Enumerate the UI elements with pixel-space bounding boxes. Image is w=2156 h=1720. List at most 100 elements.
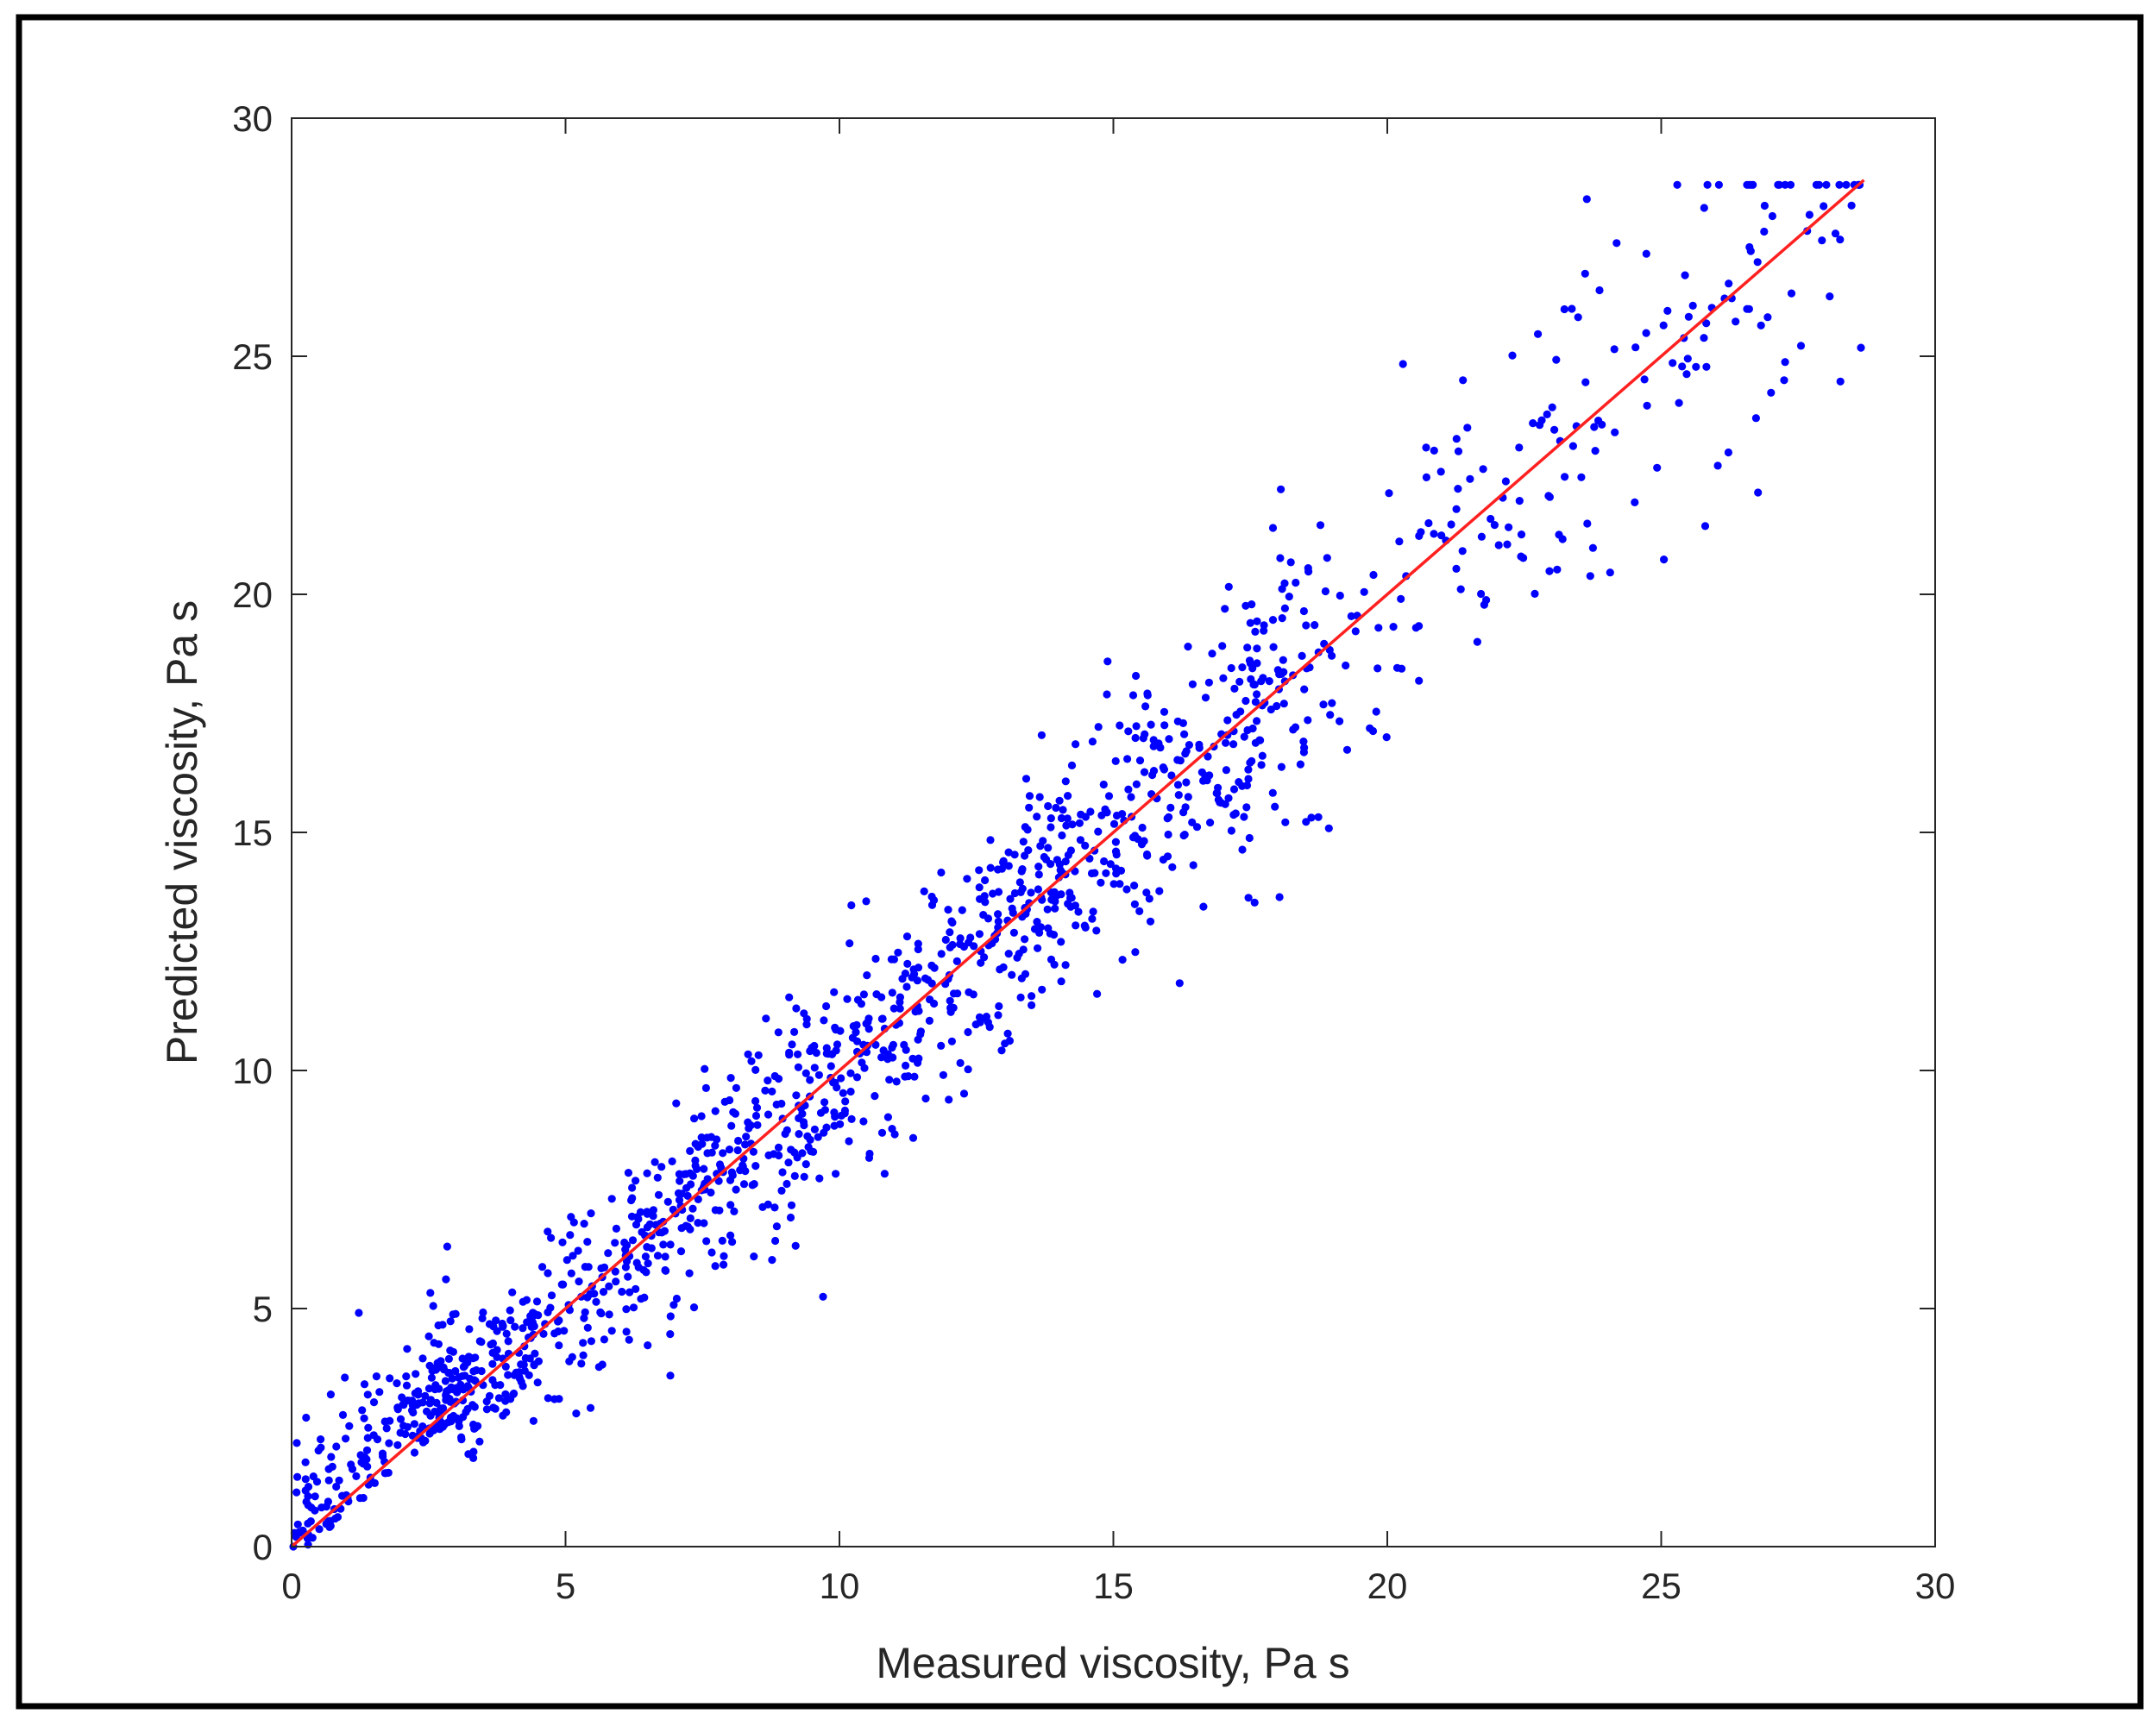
data-point bbox=[644, 1341, 652, 1350]
data-point bbox=[1236, 707, 1245, 716]
data-point bbox=[810, 1064, 819, 1072]
data-point bbox=[902, 1061, 910, 1070]
data-point bbox=[700, 1164, 708, 1173]
data-point bbox=[800, 1009, 808, 1018]
data-point bbox=[1430, 530, 1438, 538]
data-point bbox=[632, 1259, 641, 1267]
data-point bbox=[1250, 898, 1259, 907]
data-point bbox=[1643, 401, 1651, 410]
data-point bbox=[1208, 650, 1216, 658]
data-point bbox=[1092, 926, 1101, 935]
data-point bbox=[764, 1077, 772, 1085]
data-point bbox=[1280, 579, 1289, 587]
data-point bbox=[396, 1415, 405, 1423]
data-point bbox=[1534, 330, 1543, 338]
data-point bbox=[624, 1272, 632, 1281]
x-tick-label: 10 bbox=[820, 1566, 860, 1606]
data-point bbox=[1775, 180, 1783, 189]
data-point bbox=[1836, 235, 1845, 244]
data-point bbox=[1253, 659, 1261, 668]
data-point bbox=[687, 1180, 695, 1189]
data-point bbox=[1351, 627, 1360, 636]
data-point bbox=[986, 863, 995, 872]
data-point bbox=[1324, 824, 1333, 832]
data-point bbox=[649, 1212, 657, 1221]
data-point bbox=[914, 939, 922, 948]
data-point bbox=[964, 1065, 972, 1074]
data-point bbox=[393, 1379, 401, 1388]
data-point bbox=[441, 1377, 449, 1385]
data-point bbox=[1088, 738, 1097, 746]
data-point bbox=[963, 875, 971, 883]
data-point bbox=[1454, 485, 1462, 493]
x-tick-label: 5 bbox=[556, 1566, 575, 1606]
data-point bbox=[1463, 424, 1472, 432]
data-point bbox=[1168, 863, 1177, 871]
data-point bbox=[1044, 844, 1053, 852]
data-point bbox=[784, 1158, 793, 1167]
data-point bbox=[1231, 809, 1240, 818]
data-point bbox=[1135, 907, 1144, 915]
data-point bbox=[1127, 793, 1135, 801]
data-point bbox=[1240, 813, 1248, 821]
x-tick-label: 30 bbox=[1915, 1566, 1956, 1606]
data-point bbox=[358, 1406, 367, 1415]
data-point bbox=[871, 1092, 879, 1101]
data-point bbox=[1244, 775, 1253, 783]
data-point bbox=[939, 1070, 947, 1079]
data-point bbox=[1568, 442, 1577, 450]
data-point bbox=[1732, 317, 1740, 326]
data-point bbox=[643, 1243, 651, 1252]
data-point bbox=[1160, 721, 1169, 730]
data-point bbox=[1159, 763, 1167, 772]
data-point bbox=[1075, 819, 1084, 827]
data-point bbox=[1700, 204, 1708, 212]
y-tick-label: 0 bbox=[253, 1527, 273, 1567]
data-point bbox=[1424, 518, 1433, 528]
data-point bbox=[499, 1321, 507, 1330]
data-point bbox=[653, 1173, 662, 1182]
data-point bbox=[479, 1308, 487, 1317]
data-point bbox=[1035, 793, 1044, 801]
data-point bbox=[1531, 589, 1539, 599]
data-point bbox=[1138, 823, 1147, 832]
data-point bbox=[1167, 771, 1176, 780]
data-point bbox=[1058, 831, 1066, 840]
data-point bbox=[1553, 565, 1562, 574]
data-point bbox=[1296, 760, 1304, 769]
data-point bbox=[1140, 768, 1149, 776]
data-point bbox=[1080, 921, 1089, 930]
data-point bbox=[579, 1339, 588, 1347]
data-point bbox=[1397, 594, 1405, 604]
data-point bbox=[1199, 776, 1208, 785]
data-point bbox=[369, 1398, 379, 1407]
data-point bbox=[597, 1309, 606, 1318]
data-point bbox=[560, 1327, 569, 1335]
data-point bbox=[1477, 589, 1486, 599]
y-tick-label: 5 bbox=[253, 1289, 273, 1329]
data-point bbox=[1072, 921, 1080, 930]
data-point bbox=[519, 1382, 527, 1390]
data-point bbox=[442, 1275, 450, 1284]
data-point bbox=[293, 1472, 302, 1481]
data-point bbox=[1321, 587, 1329, 596]
data-point bbox=[994, 888, 1003, 896]
data-point bbox=[459, 1385, 468, 1394]
data-point bbox=[1304, 564, 1312, 573]
data-point bbox=[1052, 803, 1060, 813]
data-point bbox=[661, 1252, 669, 1261]
data-point bbox=[989, 889, 997, 898]
data-point bbox=[1184, 793, 1192, 801]
data-point bbox=[751, 1111, 761, 1121]
data-point bbox=[493, 1346, 501, 1354]
y-tick-label: 20 bbox=[232, 574, 273, 615]
data-point bbox=[1299, 606, 1308, 616]
data-point bbox=[312, 1478, 322, 1486]
data-point bbox=[764, 1200, 772, 1208]
data-point bbox=[1067, 761, 1077, 770]
data-point bbox=[575, 1277, 583, 1286]
data-point bbox=[1307, 813, 1316, 822]
data-point bbox=[1130, 882, 1139, 890]
data-point bbox=[612, 1224, 621, 1233]
data-point bbox=[948, 919, 957, 927]
